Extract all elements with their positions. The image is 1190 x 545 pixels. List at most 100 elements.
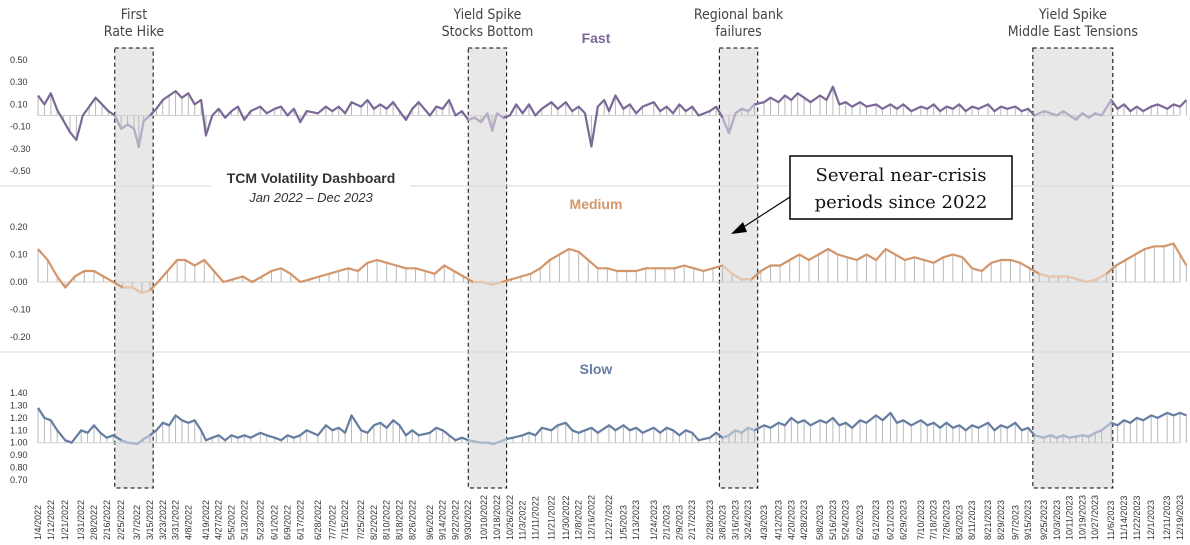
- event-label-2-line-2: Stocks Bottom: [442, 24, 534, 40]
- x-tick-label: 12/1/2023: [1146, 500, 1156, 540]
- slow-panel-title: Slow: [580, 361, 613, 377]
- x-tick-label: 1/12/2022: [46, 500, 56, 540]
- x-tick-label: 12/11/2023: [1162, 496, 1172, 540]
- medium-y-tick-label: -0.10: [10, 305, 31, 315]
- x-tick-label: 7/18/2023: [929, 500, 939, 540]
- x-tick-label: 11/3/2022: [518, 501, 528, 540]
- event-label-4-line-2: Middle East Tensions: [1008, 24, 1138, 40]
- fast-shaded-segment: [1034, 99, 1113, 122]
- slow-panel: Slow 1.40 1.30 1.20 1.10 1.00 0.90 0.80 0.70: [10, 361, 1187, 485]
- x-tick-label: 5/23/2022: [255, 500, 265, 540]
- x-tick-label: 6/28/2022: [313, 500, 323, 540]
- slow-shaded-segment: [467, 437, 508, 446]
- fast-stems: [37, 86, 1187, 147]
- x-tick-label: 11/21/2022: [546, 496, 556, 540]
- x-tick-label: 8/18/2022: [394, 500, 404, 540]
- medium-shaded-segment: [473, 280, 503, 286]
- medium-stems: [37, 243, 1187, 293]
- fast-panel-title: Fast: [582, 30, 611, 46]
- medium-series-line: [37, 242, 1188, 295]
- x-tick-label: 9/7/2023: [1010, 505, 1020, 540]
- event-label-3-line-1: Regional bank: [694, 7, 784, 23]
- x-tick-label: 3/7/2022: [132, 505, 142, 540]
- x-tick-label: 7/7/2022: [327, 505, 337, 540]
- x-tick-label: 11/6/2023: [1106, 501, 1116, 540]
- slow-shaded-segment: [120, 434, 151, 446]
- x-tick-label: 2/8/2022: [89, 505, 99, 540]
- callout-arrow-line: [741, 196, 791, 229]
- x-tick-label: 4/28/2023: [799, 500, 809, 540]
- fast-y-tick-label: -0.50: [10, 166, 31, 176]
- event-label-1-line-2: Rate Hike: [104, 24, 165, 40]
- x-tick-label: 3/23/2022: [158, 500, 168, 540]
- x-tick-label: 7/25/2022: [356, 500, 366, 540]
- slow-series-line: [37, 407, 1187, 446]
- x-tick-label: 11/11/2022: [530, 496, 540, 540]
- callout-box: Several near-crisis periods since 2022: [731, 155, 1013, 234]
- event-shade-2: [467, 47, 508, 489]
- medium-panel-title: Medium: [570, 196, 623, 212]
- x-tick-label: 11/14/2023: [1119, 496, 1129, 540]
- x-tick-label: 2/9/2023: [674, 505, 684, 540]
- x-tick-label: 6/17/2022: [295, 500, 305, 540]
- event-label-2-line-1: Yield Spike: [452, 7, 521, 23]
- dashboard-title: TCM Volatility Dashboard: [227, 170, 396, 186]
- fast-y-tick-label: 0.10: [10, 99, 28, 109]
- x-tick-label: 2/1/2023: [662, 505, 672, 540]
- x-tick-label: 9/22/2022: [450, 500, 460, 540]
- x-tick-label: 1/31/2022: [76, 500, 86, 540]
- x-tick-label: 2/25/2022: [116, 500, 126, 540]
- x-tick-label: 3/31/2022: [171, 500, 181, 540]
- x-tick-label: 3/16/2023: [730, 500, 740, 540]
- event-shade-1: [114, 47, 154, 489]
- medium-shaded-segment: [1038, 272, 1107, 284]
- x-tick-label: 10/10/2022: [479, 495, 489, 540]
- x-tick-label: 10/3/2023: [1052, 500, 1062, 540]
- x-tick-label: 4/20/2023: [786, 500, 796, 540]
- fast-y-tick-label: 0.50: [10, 55, 28, 65]
- medium-panel: Medium 0.20 0.10 0.00 -0.10 -0.20: [10, 196, 1188, 342]
- callout-line-2: periods since 2022: [815, 192, 988, 213]
- x-tick-label: 3/24/2023: [743, 500, 753, 540]
- fast-series-line: [37, 85, 1188, 148]
- x-tick-label: 8/3/2023: [954, 505, 964, 540]
- x-tick-label: 8/26/2022: [407, 500, 417, 540]
- x-tick-label: 6/2/2023: [855, 505, 865, 540]
- medium-y-tick-label: 0.20: [10, 222, 28, 232]
- fast-shaded-segment: [113, 114, 151, 147]
- x-tick-label: 8/21/2023: [983, 500, 993, 540]
- x-tick-label: 4/27/2022: [214, 500, 224, 540]
- x-tick-label: 11/30/2022: [561, 496, 571, 540]
- medium-shaded-segment: [122, 286, 151, 295]
- x-tick-label: 9/25/2023: [1039, 500, 1049, 540]
- x-tick-label: 7/10/2023: [916, 500, 926, 540]
- dashboard-title-block: TCM Volatility Dashboard Jan 2022 – Dec …: [212, 164, 410, 210]
- x-tick-label: 5/16/2023: [828, 500, 838, 540]
- slow-shaded-segment: [1034, 421, 1112, 439]
- x-tick-label: 12/8/2022: [574, 500, 584, 540]
- x-tick-label: 8/29/2023: [996, 500, 1006, 540]
- x-tick-label: 6/21/2023: [886, 500, 896, 540]
- event-shade-4: [1032, 47, 1114, 489]
- date-axis: 1/4/2022 1/12/2022 1/21/2022 1/31/2022 2/8/2…: [33, 495, 1185, 540]
- x-tick-label: 11/22/2023: [1132, 496, 1142, 540]
- x-tick-label: 6/1/2022: [270, 505, 280, 540]
- x-tick-label: 10/26/2022: [505, 495, 515, 540]
- slow-y-tick-label: 1.30: [10, 400, 28, 410]
- x-tick-label: 9/15/2023: [1023, 500, 1033, 540]
- x-tick-label: 6/29/2023: [898, 500, 908, 540]
- medium-y-tick-label: 0.00: [10, 277, 28, 287]
- x-tick-label: 4/8/2022: [183, 505, 193, 540]
- slow-y-tick-label: 0.80: [10, 463, 28, 473]
- x-tick-label: 12/19/2023: [1175, 495, 1185, 540]
- medium-y-tick-label: 0.10: [10, 250, 28, 260]
- slow-shaded-segment: [722, 426, 755, 439]
- x-tick-label: 12/27/2022: [604, 495, 614, 540]
- fast-shaded-segment: [467, 110, 505, 136]
- slow-y-tick-label: 1.20: [10, 413, 28, 423]
- x-tick-label: 8/11/2023: [967, 501, 977, 540]
- slow-y-tick-label: 1.10: [10, 425, 28, 435]
- callout-line-1: Several near-crisis: [816, 165, 987, 186]
